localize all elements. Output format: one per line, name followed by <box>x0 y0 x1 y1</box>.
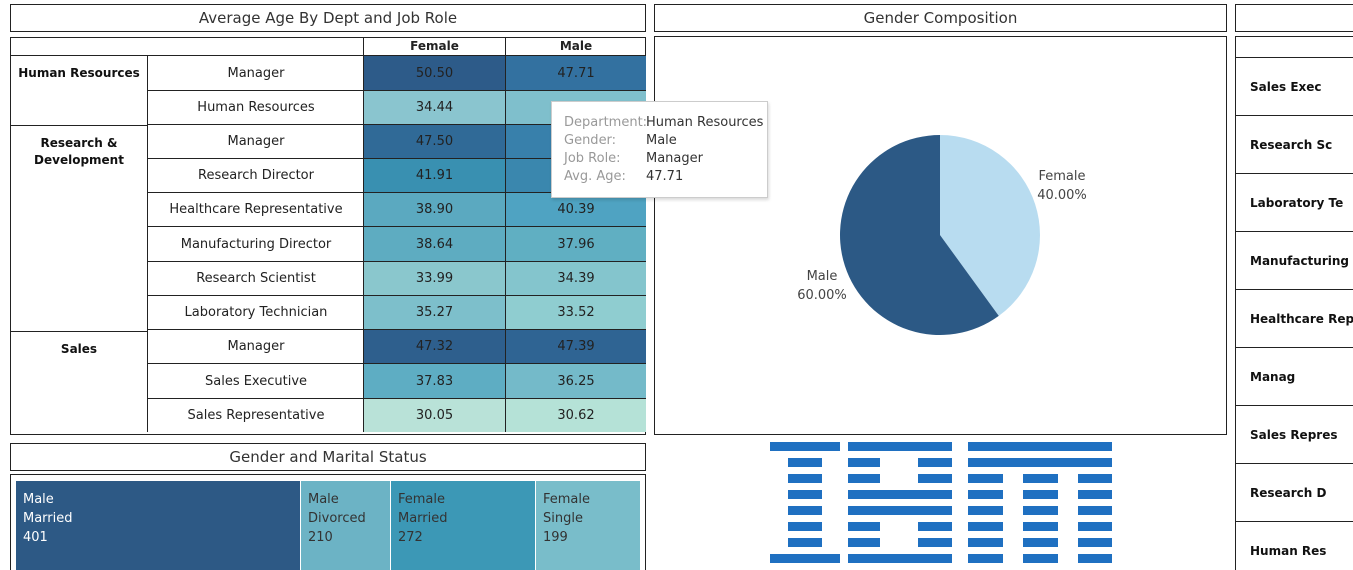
tooltip-row-avg-age: Avg. Age: 47.71 <box>564 169 684 184</box>
gender-composition-panel: Female 40.00% Male 60.00% <box>654 36 1227 435</box>
cell-male-avg-age[interactable]: 36.25 <box>505 364 646 399</box>
hover-tooltip: Department: Human Resources Gender: Male J… <box>551 101 768 198</box>
role-label[interactable]: Research Director <box>147 159 364 193</box>
dept-sales[interactable]: Sales <box>60 342 98 356</box>
role-label[interactable]: Research Scientist <box>147 262 364 296</box>
role-label[interactable]: Manufacturing Director <box>147 227 364 262</box>
cell-female-avg-age[interactable]: 47.32 <box>363 330 505 364</box>
cell-female-avg-age[interactable]: 37.83 <box>363 364 505 399</box>
heatmap-header: Female Male <box>10 37 646 56</box>
cell-male-avg-age[interactable]: 40.39 <box>505 193 646 227</box>
tooltip-row-gender: Gender: Male <box>564 133 677 148</box>
job-role-row[interactable]: Healthcare Repr <box>1236 289 1353 347</box>
heatmap-table: Human Resources Research & Development S… <box>10 56 646 435</box>
job-role-row[interactable]: Manufacturing <box>1236 231 1353 289</box>
treemap-title: Gender and Marital Status <box>10 443 646 471</box>
cell-male-avg-age[interactable]: 47.71 <box>505 56 646 91</box>
tile-male-divorced[interactable]: Male Divorced 210 <box>301 481 391 570</box>
job-role-row[interactable]: Laboratory Te <box>1236 173 1353 231</box>
job-role-row[interactable]: Human Res <box>1236 521 1353 570</box>
cell-male-avg-age[interactable]: 30.62 <box>505 399 646 432</box>
pie-label-male: Male 60.00% <box>797 269 847 303</box>
cell-female-avg-age[interactable]: 41.91 <box>363 159 505 193</box>
column-header-male[interactable]: Male <box>505 38 646 55</box>
cell-female-avg-age[interactable]: 33.99 <box>363 262 505 296</box>
job-role-row[interactable]: Sales Exec <box>1236 57 1353 115</box>
pie-slice-male[interactable] <box>839 135 999 335</box>
cell-male-avg-age[interactable]: 47.39 <box>505 330 646 364</box>
column-header-female[interactable]: Female <box>363 38 505 55</box>
pie-title: Gender Composition <box>654 4 1227 32</box>
job-role-row[interactable]: Research D <box>1236 463 1353 521</box>
right-panel-title <box>1235 4 1353 32</box>
job-role-panel: Sales Exec Research Sc Laboratory Te Manufa… <box>1235 36 1353 570</box>
tile-female-single[interactable]: Female Single 199 <box>536 481 641 570</box>
pie-label-female: Female 40.00% <box>1037 169 1087 203</box>
cell-male-avg-age[interactable]: 37.96 <box>505 227 646 262</box>
cell-male-avg-age[interactable]: 34.39 <box>505 262 646 296</box>
cell-female-avg-age[interactable]: 50.50 <box>363 56 505 91</box>
cell-female-avg-age[interactable]: 38.64 <box>363 227 505 262</box>
role-label[interactable]: Manager <box>147 56 364 91</box>
pie-slice-female[interactable] <box>940 135 1040 316</box>
role-label[interactable]: Healthcare Representative <box>147 193 364 227</box>
tooltip-row-job-role: Job Role: Manager <box>564 151 703 166</box>
role-label[interactable]: Sales Executive <box>147 364 364 399</box>
job-role-row[interactable]: Research Sc <box>1236 115 1353 173</box>
role-label[interactable]: Sales Representative <box>147 399 364 432</box>
cell-male-avg-age[interactable]: 33.52 <box>505 296 646 330</box>
role-label[interactable]: Human Resources <box>147 91 364 125</box>
cell-female-avg-age[interactable]: 47.50 <box>363 125 505 159</box>
tile-female-married[interactable]: Female Married 272 <box>391 481 536 570</box>
gender-marital-treemap: Male Married 401 Male Divorced 210 Female Mar… <box>10 474 646 570</box>
cell-female-avg-age[interactable]: 35.27 <box>363 296 505 330</box>
ibm-logo <box>770 442 1112 570</box>
role-label[interactable]: Laboratory Technician <box>147 296 364 330</box>
role-label[interactable]: Manager <box>147 330 364 364</box>
dept-human-resources[interactable]: Human Resources <box>11 56 147 126</box>
heatmap-title: Average Age By Dept and Job Role <box>10 4 646 32</box>
job-role-row[interactable]: Sales Repres <box>1236 405 1353 463</box>
role-label[interactable]: Manager <box>147 125 364 159</box>
gender-pie-chart <box>839 135 1040 335</box>
cell-female-avg-age[interactable]: 34.44 <box>363 91 505 125</box>
tile-male-married[interactable]: Male Married 401 <box>16 481 301 570</box>
job-role-row[interactable]: Manag <box>1236 347 1353 405</box>
dept-research-development[interactable]: Research & Development <box>11 126 147 332</box>
cell-female-avg-age[interactable]: 30.05 <box>363 399 505 432</box>
cell-female-avg-age[interactable]: 38.90 <box>363 193 505 227</box>
tooltip-row-department: Department: Human Resources <box>564 115 764 130</box>
